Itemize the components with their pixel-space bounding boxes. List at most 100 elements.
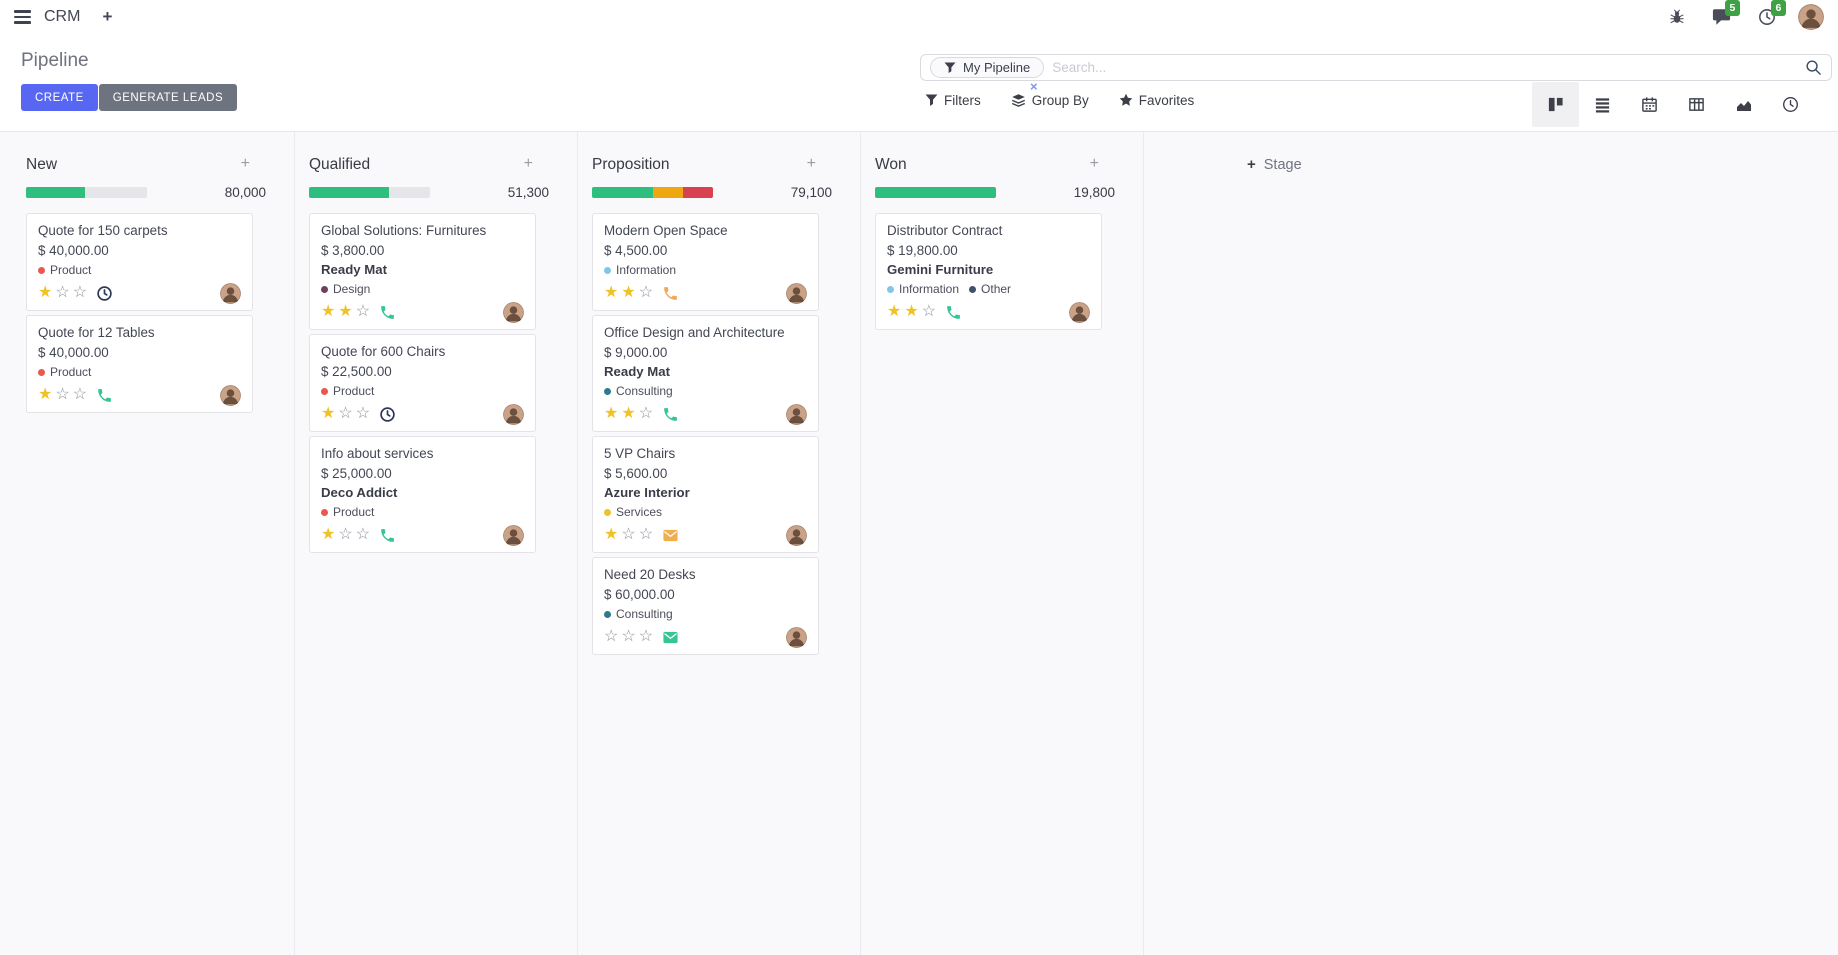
search-icon[interactable] [1805, 59, 1822, 76]
priority-star-icon[interactable]: ★ [604, 284, 619, 301]
salesperson-avatar[interactable] [786, 403, 807, 425]
kanban-view-icon[interactable] [1532, 82, 1579, 127]
generate-leads-button[interactable]: GENERATE LEADS [98, 84, 238, 111]
search-bar[interactable]: My Pipeline [920, 54, 1832, 81]
priority-star-icon[interactable]: ★ [904, 303, 919, 320]
card-title: Distributor Contract [887, 223, 1003, 238]
priority-star-icon[interactable]: ★ [621, 284, 636, 301]
priority-star-icon[interactable]: ★ [887, 303, 902, 320]
column-progressbar[interactable] [26, 187, 147, 198]
priority-star-icon[interactable]: ★ [338, 303, 353, 320]
apps-menu-icon[interactable] [14, 10, 31, 24]
filters-menu[interactable]: Filters [925, 93, 981, 108]
card-footer: ★ ★ ☆ [887, 300, 1090, 324]
progress-segment[interactable] [682, 187, 713, 198]
salesperson-avatar[interactable] [786, 282, 807, 304]
priority-star-icon[interactable]: ★ [321, 303, 336, 320]
kanban-card[interactable]: Global Solutions: Furnitures $ 3,800.00 Re… [309, 213, 536, 330]
priority-star-icon[interactable]: ★ [38, 284, 53, 301]
quick-create-icon[interactable]: + [523, 155, 533, 172]
kanban-card[interactable]: Info about services $ 25,000.00 Deco Addic… [309, 436, 536, 553]
create-button[interactable]: CREATE [21, 84, 98, 111]
activity-view-icon[interactable] [1767, 82, 1814, 127]
column-progressbar[interactable] [592, 187, 713, 198]
salesperson-avatar[interactable] [1069, 301, 1090, 323]
envelope-icon[interactable] [662, 629, 679, 646]
group-by-menu[interactable]: Group By [1011, 93, 1089, 108]
kanban-card[interactable]: Quote for 600 Chairs $ 22,500.00 Product ★ ☆… [309, 334, 536, 432]
kanban-column-won: Won +19,800 Distributor Contract $ 19,800.0… [861, 132, 1144, 955]
progress-segment[interactable] [26, 187, 86, 198]
plus-icon[interactable]: + [102, 7, 113, 26]
kanban-card[interactable]: Need 20 Desks $ 60,000.00 Consulting ☆ ☆ ☆ [592, 557, 819, 655]
priority-star-icon[interactable]: ☆ [338, 526, 353, 543]
progress-segment[interactable] [309, 187, 389, 198]
list-view-icon[interactable] [1579, 82, 1626, 127]
salesperson-avatar[interactable] [786, 524, 807, 546]
priority-star-icon[interactable]: ★ [604, 526, 619, 543]
priority-star-icon[interactable]: ☆ [604, 628, 619, 645]
favorites-menu[interactable]: Favorites [1119, 93, 1194, 108]
bug-icon[interactable] [1669, 9, 1685, 25]
phone-icon[interactable] [662, 285, 679, 302]
priority-star-icon[interactable]: ☆ [638, 284, 654, 301]
priority-star-icon[interactable]: ★ [604, 405, 619, 422]
clock-icon[interactable] [96, 285, 113, 302]
user-avatar[interactable] [1798, 4, 1824, 30]
kanban-card[interactable]: Distributor Contract $ 19,800.00 Gemini Fu… [875, 213, 1102, 330]
priority-star-icon[interactable]: ★ [38, 386, 53, 403]
pivot-view-icon[interactable] [1673, 82, 1720, 127]
priority-star-icon[interactable]: ☆ [355, 303, 371, 320]
salesperson-avatar[interactable] [220, 282, 241, 304]
priority-star-icon[interactable]: ☆ [355, 405, 371, 422]
column-progressbar[interactable] [309, 187, 430, 198]
priority-star-icon[interactable]: ☆ [621, 526, 636, 543]
priority-star-icon[interactable]: ☆ [55, 284, 70, 301]
priority-star-icon[interactable]: ☆ [72, 284, 88, 301]
kanban-card[interactable]: Quote for 150 carpets $ 40,000.00 Product ★… [26, 213, 253, 311]
envelope-icon[interactable] [662, 527, 679, 544]
salesperson-avatar[interactable] [503, 524, 524, 546]
priority-star-icon[interactable]: ★ [321, 405, 336, 422]
progress-segment[interactable] [875, 187, 996, 198]
calendar-view-icon[interactable] [1626, 82, 1673, 127]
kanban-card[interactable]: Modern Open Space $ 4,500.00 Information ★ ★… [592, 213, 819, 311]
column-progressbar[interactable] [875, 187, 996, 198]
facet-remove-icon[interactable]: × [1030, 79, 1038, 94]
priority-star-icon[interactable]: ★ [621, 405, 636, 422]
priority-star-icon[interactable]: ☆ [338, 405, 353, 422]
search-input[interactable] [1052, 60, 1805, 75]
priority-star-icon[interactable]: ☆ [638, 526, 654, 543]
app-name[interactable]: CRM [44, 8, 81, 25]
progress-segment[interactable] [592, 187, 653, 198]
phone-icon[interactable] [379, 527, 396, 544]
kanban-card[interactable]: Office Design and Architecture $ 9,000.00… [592, 315, 819, 432]
quick-create-icon[interactable]: + [1089, 155, 1099, 172]
priority-star-icon[interactable]: ☆ [638, 628, 654, 645]
quick-create-icon[interactable]: + [240, 155, 250, 172]
phone-icon[interactable] [379, 304, 396, 321]
phone-icon[interactable] [945, 304, 962, 321]
priority-star-icon[interactable]: ☆ [55, 386, 70, 403]
priority-star-icon[interactable]: ★ [321, 526, 336, 543]
activities-clock-icon[interactable] [1758, 8, 1776, 26]
priority-star-icon[interactable]: ☆ [621, 628, 636, 645]
clock-icon[interactable] [379, 406, 396, 423]
priority-star-icon[interactable]: ☆ [355, 526, 371, 543]
progress-segment[interactable] [652, 187, 683, 198]
kanban-card[interactable]: Quote for 12 Tables $ 40,000.00 Product ★ ☆ ☆ [26, 315, 253, 413]
salesperson-avatar[interactable] [786, 626, 807, 648]
quick-create-icon[interactable]: + [806, 155, 816, 172]
salesperson-avatar[interactable] [220, 384, 241, 406]
salesperson-avatar[interactable] [503, 403, 524, 425]
priority-star-icon[interactable]: ☆ [72, 386, 88, 403]
kanban-card[interactable]: 5 VP Chairs $ 5,600.00 Azure Interior Servi… [592, 436, 819, 553]
salesperson-avatar[interactable] [503, 301, 524, 323]
add-stage-button[interactable]: + Stage [1247, 156, 1302, 173]
search-facet-my-pipeline[interactable]: My Pipeline [930, 57, 1045, 78]
graph-view-icon[interactable] [1720, 82, 1767, 127]
phone-icon[interactable] [96, 387, 113, 404]
priority-star-icon[interactable]: ☆ [921, 303, 937, 320]
phone-icon[interactable] [662, 406, 679, 423]
priority-star-icon[interactable]: ☆ [638, 405, 654, 422]
